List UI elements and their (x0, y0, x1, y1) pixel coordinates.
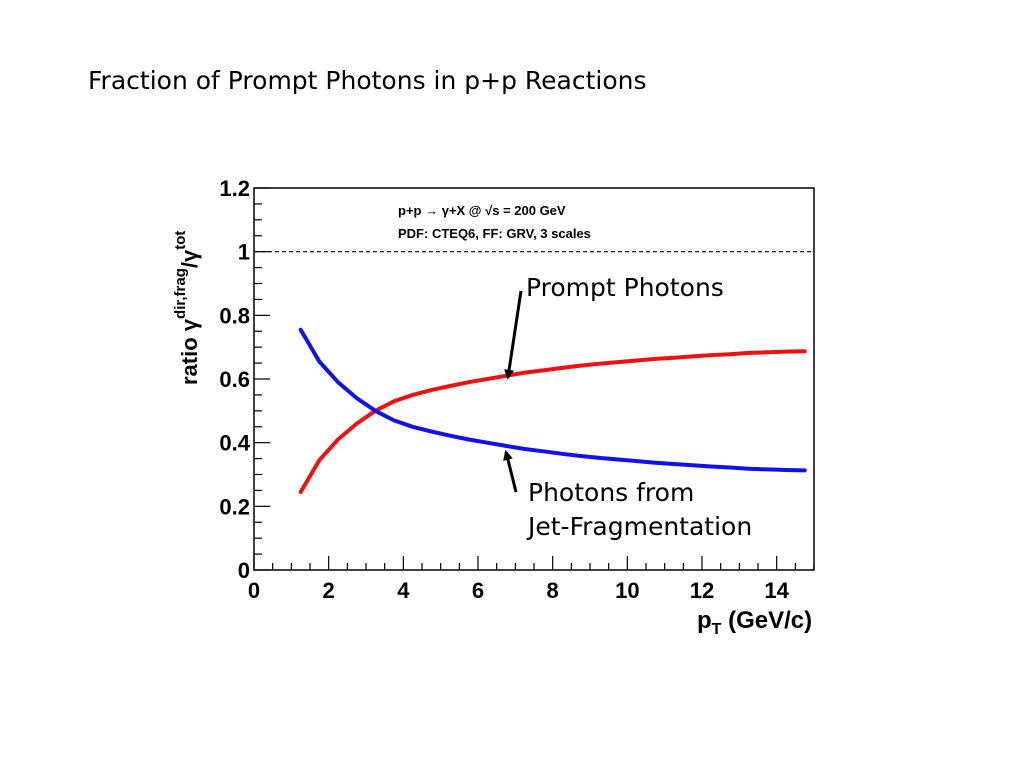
info-line-2: PDF: CTEQ6, FF: GRV, 3 scales (398, 226, 591, 241)
annotation-prompt-photons: Prompt Photons (526, 273, 724, 302)
x-tick-label: 2 (323, 578, 335, 603)
annotation-fragmentation-arrow (503, 449, 518, 493)
y-axis-title-sup2: tot (172, 231, 189, 250)
x-tick-label: 8 (547, 578, 559, 603)
slide-title: Fraction of Prompt Photons in p+p Reacti… (88, 66, 647, 95)
y-tick-label: 0.6 (219, 367, 250, 392)
x-axis-title-main: p (697, 607, 712, 634)
x-axis-title-sub: T (712, 621, 722, 638)
y-tick-label: 0 (238, 558, 250, 583)
y-axis-title: ratio γdir,frag/γtot (172, 231, 202, 385)
y-tick-label: 0.2 (219, 494, 250, 519)
series-group (298, 327, 807, 494)
x-axis-title-rest: (GeV/c) (721, 607, 812, 634)
x-tick-label: 6 (472, 578, 484, 603)
axis-ticks-group (253, 187, 815, 571)
x-tick-label: 12 (690, 578, 714, 603)
annotation-fragmentation-line-1: Photons from (528, 478, 694, 507)
series-line-prompt-photons (298, 349, 807, 494)
x-tick-label: 4 (397, 578, 410, 603)
info-line-1: p+p → γ+X @ √s = 200 GeV (398, 203, 566, 218)
y-axis-title-sup: dir,frag (172, 268, 189, 319)
annotation-fragmentation-line-2: Jet-Fragmentation (526, 512, 752, 541)
y-tick-label: 1.2 (219, 176, 250, 201)
x-tick-label: 0 (248, 578, 260, 603)
y-axis-title-slash: /γ (177, 249, 202, 268)
series-line-fragmentation-photons (298, 327, 807, 473)
x-tick-label: 14 (764, 578, 789, 603)
annotation-prompt-arrow (504, 290, 523, 380)
y-tick-label: 0.4 (219, 431, 250, 456)
y-axis-title-main: ratio γ (177, 318, 202, 385)
x-tick-label: 10 (615, 578, 639, 603)
y-tick-label: 0.8 (219, 303, 250, 328)
labels-group: 0 2 4 6 8 10 12 14 0 0.2 0.4 0.6 0.8 1 1.2 (219, 176, 789, 603)
y-tick-label: 1 (238, 240, 250, 265)
x-axis-title: pT (GeV/c) (697, 607, 812, 638)
